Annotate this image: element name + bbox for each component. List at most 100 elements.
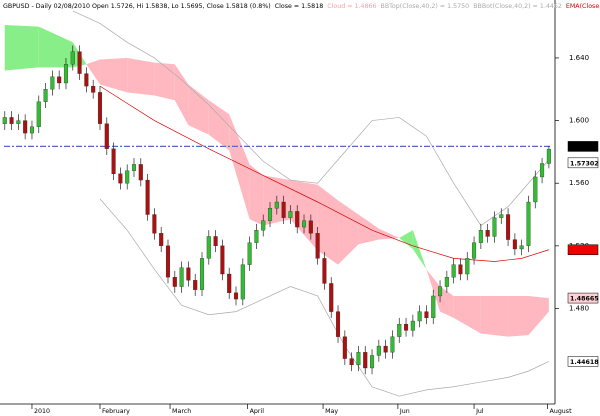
candle-body — [50, 76, 55, 90]
price-box-label: 1.48665 — [570, 296, 599, 303]
candle-body — [84, 73, 89, 87]
candle-body — [356, 352, 361, 366]
x-tick-label: 2010 — [34, 408, 50, 415]
candle-body — [478, 230, 483, 243]
candle-body — [111, 148, 116, 174]
legend-entry: BBTop(Close,40,2) = 1.5750 — [381, 3, 470, 10]
candle-body — [308, 220, 313, 234]
candle-body — [227, 273, 232, 293]
candle-body — [322, 258, 327, 284]
candle-body — [125, 170, 130, 184]
candle-body — [472, 242, 477, 259]
candle-body — [29, 126, 34, 134]
cloud-segment — [440, 286, 454, 318]
candle-body — [186, 267, 191, 281]
candle-body — [295, 211, 300, 228]
candle-body — [254, 230, 259, 243]
candle-body — [526, 201, 531, 246]
y-tick-label: 1.480 — [569, 304, 589, 312]
candle-body — [23, 120, 28, 134]
cloud-segment — [358, 214, 379, 245]
candle-body — [220, 245, 225, 275]
candle-body — [70, 51, 75, 65]
cloud-segment — [86, 59, 100, 85]
candle-body — [179, 267, 184, 287]
candle-body — [97, 92, 103, 124]
candle-body — [519, 245, 524, 250]
cloud-segment — [188, 84, 209, 135]
x-tick-label: August — [550, 408, 573, 415]
candle-body — [152, 214, 157, 234]
candle-body — [77, 51, 82, 74]
cloud-segment — [412, 230, 427, 270]
candle-body — [302, 220, 307, 228]
candle-body — [397, 323, 402, 337]
x-tick-label: Jun — [399, 408, 410, 415]
candle-body — [274, 201, 279, 209]
reference-box-label: 1.5835 — [570, 144, 594, 151]
candle-body — [383, 345, 388, 353]
y-tick-label: 1.640 — [569, 54, 589, 62]
chart-title: GBPUSD - Daily 02/08/2010 Open 1.5726, H… — [3, 3, 271, 10]
plot-area — [2, 10, 551, 397]
legend-entry: Cloud = 1.4866 — [327, 3, 376, 10]
cloud-segment — [154, 62, 175, 101]
candle-body — [485, 230, 490, 237]
candle-body — [438, 286, 443, 297]
y-tick-label: 1.600 — [569, 117, 589, 125]
legend-entry: BBBot(Close,40,2) = 1.4462 — [473, 3, 562, 10]
band-line — [99, 85, 549, 262]
candle-body — [390, 336, 395, 353]
y-tick-label: 1.560 — [569, 179, 589, 187]
cloud-segment — [480, 295, 509, 337]
candle-body — [247, 242, 252, 265]
header: GBPUSD - Daily 02/08/2010 Open 1.5726, H… — [3, 3, 600, 10]
candle-body — [336, 311, 341, 337]
candle-body — [91, 85, 96, 93]
x-tick-label: April — [250, 408, 265, 415]
candle-body — [410, 320, 415, 331]
candle-body — [16, 120, 21, 124]
candle-body — [199, 258, 205, 290]
price-box — [567, 157, 599, 169]
candle-body — [512, 239, 517, 250]
cloud-segment — [127, 57, 155, 96]
band-line — [99, 198, 550, 397]
candle-body — [131, 164, 137, 171]
candle-body — [424, 311, 429, 319]
candle-body — [288, 211, 293, 218]
candle-body — [342, 336, 347, 359]
price-box — [567, 356, 599, 367]
candle-body — [431, 295, 436, 319]
cloud-segment — [38, 26, 73, 68]
cloud-segment — [4, 25, 39, 71]
reference-box — [567, 141, 599, 152]
price-box — [567, 292, 599, 304]
candle-body — [546, 148, 551, 164]
price-box-label: 1.44618 — [570, 359, 599, 366]
candle-body — [57, 76, 62, 84]
candle-body — [376, 345, 381, 356]
candle-body — [206, 236, 211, 259]
candle-body — [240, 264, 245, 300]
candle-body — [465, 258, 470, 275]
ema-box — [567, 244, 599, 256]
cloud-segment — [208, 100, 230, 151]
cloud-segment — [426, 269, 441, 312]
candle-body — [281, 201, 286, 218]
candle-body — [444, 277, 449, 287]
cloud-segment — [528, 295, 549, 336]
candle-body — [145, 179, 150, 215]
legend-entry: Close = 1.5818 — [275, 3, 323, 10]
candle-body — [329, 283, 334, 312]
cloud-segment — [508, 295, 529, 337]
candle-body — [451, 264, 456, 278]
candle-body — [458, 264, 463, 275]
candle-body — [9, 117, 14, 124]
candle-body — [499, 214, 504, 218]
candle-body — [370, 355, 375, 369]
x-tick-label: May — [325, 408, 338, 415]
candle-body — [315, 233, 320, 259]
candle-body — [533, 176, 538, 203]
candle-body — [104, 123, 109, 149]
